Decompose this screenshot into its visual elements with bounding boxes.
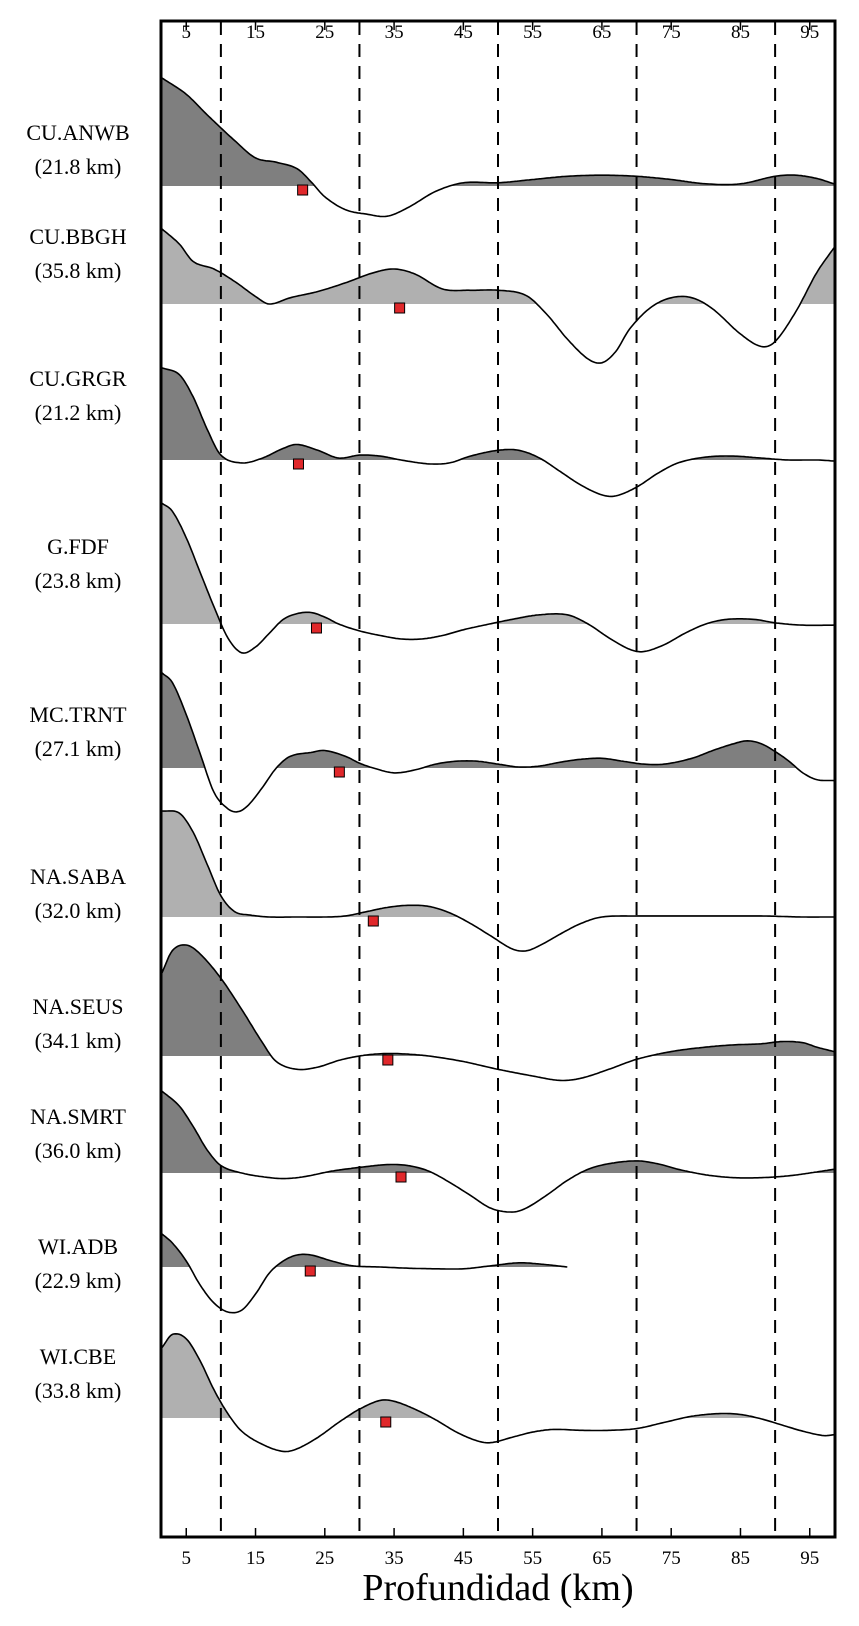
- station-depth-label: (33.8 km): [35, 1378, 122, 1403]
- moho-marker: [380, 1416, 392, 1428]
- station-depth-label: (35.8 km): [35, 258, 122, 283]
- x-tick-label-top: 55: [523, 22, 542, 43]
- station-name: WI.ADB: [38, 1234, 118, 1259]
- trace-line: [162, 810, 834, 952]
- x-tick-label-top: 15: [246, 22, 265, 43]
- station-name: WI.CBE: [40, 1344, 116, 1369]
- trace-line: [162, 77, 834, 218]
- station-depth-label: (36.0 km): [35, 1138, 122, 1163]
- trace-line: [162, 1233, 568, 1314]
- moho-marker: [394, 302, 406, 314]
- x-tick-label-top: 25: [315, 22, 334, 43]
- moho-marker: [310, 622, 322, 634]
- station-depth-label: (27.1 km): [35, 736, 122, 761]
- moho-marker: [333, 766, 345, 778]
- x-tick-label-bottom: 55: [523, 1548, 542, 1569]
- moho-marker: [382, 1054, 394, 1066]
- x-tick-label-bottom: 45: [454, 1548, 473, 1569]
- trace-fill: [162, 78, 834, 186]
- station-name: NA.SMRT: [30, 1104, 126, 1129]
- x-tick-label-top: 5: [181, 22, 191, 43]
- moho-marker: [292, 458, 304, 470]
- station-name: CU.BBGH: [29, 224, 126, 249]
- trace-line: [162, 228, 834, 364]
- station-depth-label: (32.0 km): [35, 898, 122, 923]
- trace-line: [162, 672, 834, 813]
- x-tick-label-bottom: 35: [385, 1548, 404, 1569]
- station-name: MC.TRNT: [29, 702, 127, 727]
- trace-fill: [162, 944, 834, 1056]
- x-tick-label-bottom: 25: [315, 1548, 334, 1569]
- x-tick-label-top: 65: [592, 22, 611, 43]
- x-tick-label-bottom: 75: [662, 1548, 681, 1569]
- x-tick-label-bottom: 5: [181, 1548, 191, 1569]
- x-tick-label-bottom: 65: [592, 1548, 611, 1569]
- x-tick-label-bottom: 15: [246, 1548, 265, 1569]
- trace-line: [162, 1090, 834, 1213]
- station-name: CU.ANWB: [26, 120, 129, 145]
- moho-marker: [297, 184, 309, 196]
- plot-frame: [159, 19, 837, 1539]
- x-tick-label-bottom: 85: [731, 1548, 750, 1569]
- station-depth-label: (23.8 km): [35, 568, 122, 593]
- station-depth-label: (22.9 km): [35, 1268, 122, 1293]
- trace-line: [162, 1332, 834, 1453]
- moho-marker: [395, 1171, 407, 1183]
- moho-marker: [304, 1265, 316, 1277]
- trace-fill: [162, 229, 834, 304]
- x-axis-label: Profundidad (km): [362, 1567, 633, 1609]
- x-tick-label-top: 35: [385, 22, 404, 43]
- moho-markers: [292, 184, 407, 1428]
- x-tick-label-top: 45: [454, 22, 473, 43]
- station-name: NA.SEUS: [32, 994, 123, 1019]
- station-name: NA.SABA: [30, 864, 126, 889]
- trace-line: [162, 944, 834, 1082]
- x-tick-label-top: 95: [800, 22, 819, 43]
- x-tick-label-top: 75: [662, 22, 681, 43]
- station-name: G.FDF: [47, 534, 109, 559]
- station-depth-label: (34.1 km): [35, 1028, 122, 1053]
- moho-marker: [367, 915, 379, 927]
- station-depth-label: (21.2 km): [35, 400, 122, 425]
- trace-line: [162, 367, 834, 498]
- x-tick-label-bottom: 95: [800, 1548, 819, 1569]
- station-labels: CU.ANWB (21.8 km) CU.BBGH (35.8 km) CU.GRGR (…: [26, 120, 129, 1403]
- station-name: CU.GRGR: [29, 366, 127, 391]
- trace-fill: [162, 672, 834, 768]
- reference-lines: [219, 22, 777, 1536]
- station-depth-label: (21.8 km): [35, 154, 122, 179]
- x-tick-label-top: 85: [731, 22, 750, 43]
- trace-lines: [162, 77, 834, 1453]
- trace-line: [162, 502, 834, 654]
